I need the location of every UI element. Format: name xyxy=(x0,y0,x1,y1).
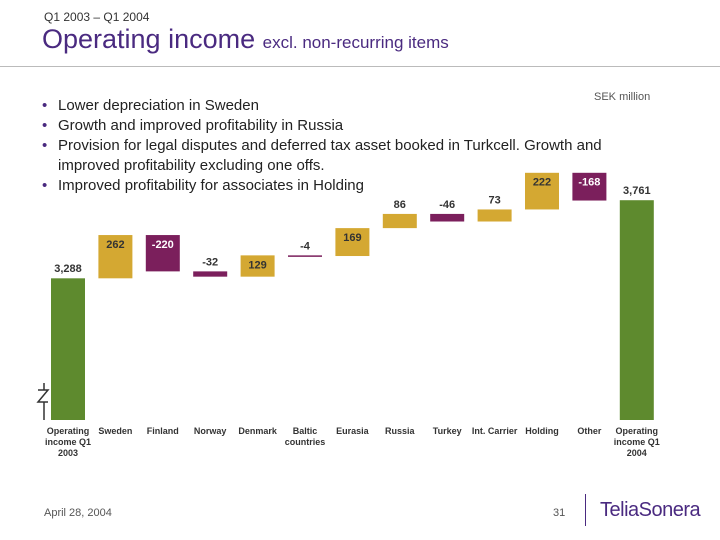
category-label: Int. Carrier xyxy=(471,426,518,436)
bullet: Lower depreciation in Sweden xyxy=(42,96,642,116)
bar xyxy=(51,278,85,420)
category-label: Sweden xyxy=(98,426,133,436)
category-label: Russia xyxy=(385,426,415,436)
page-number: 31 xyxy=(553,507,566,519)
bullet: Improved profitability for associates in… xyxy=(42,176,642,196)
subtitle: excl. non-recurring items xyxy=(262,33,449,52)
category-label: Baltic countries xyxy=(284,426,326,447)
category-label: Finland xyxy=(146,426,179,436)
value-label: 222 xyxy=(533,177,551,189)
footer-date: April 28, 2004 xyxy=(44,507,112,519)
bullet: Provision for legal disputes and deferre… xyxy=(42,136,642,176)
category-label: Eurasia xyxy=(336,426,369,436)
value-label: 262 xyxy=(106,239,124,251)
category-label: Turkey xyxy=(432,426,462,436)
title-main: Operating income xyxy=(42,24,256,54)
value-label: 129 xyxy=(248,259,266,271)
value-label: 3,761 xyxy=(623,185,651,197)
category-label: Holding xyxy=(525,426,559,436)
value-label: 86 xyxy=(394,199,406,211)
bar xyxy=(145,235,180,272)
bar xyxy=(98,235,133,279)
value-label: -4 xyxy=(300,240,311,252)
category-label: Other xyxy=(577,426,602,436)
bar xyxy=(335,228,370,257)
bar xyxy=(288,255,322,257)
value-label: -168 xyxy=(578,177,600,189)
value-label: 3,288 xyxy=(54,263,82,275)
title: Operating income excl. non-recurring ite… xyxy=(42,24,449,55)
bar xyxy=(193,271,228,277)
kicker: Q1 2003 – Q1 2004 xyxy=(44,10,150,24)
category-label: Denmark xyxy=(238,426,277,436)
bar xyxy=(240,255,275,277)
bar xyxy=(477,209,512,222)
value-label: -220 xyxy=(152,239,174,251)
bar xyxy=(430,213,465,222)
value-label: -46 xyxy=(439,199,455,211)
axis-break xyxy=(36,389,50,403)
bar xyxy=(572,172,607,201)
bar xyxy=(619,200,654,420)
value-label: -32 xyxy=(202,256,218,268)
bar xyxy=(525,172,559,210)
category-label: Norway xyxy=(193,426,227,436)
divider xyxy=(585,494,586,526)
rule xyxy=(0,66,720,67)
bullet: Growth and improved profitability in Rus… xyxy=(42,116,642,136)
value-label: 73 xyxy=(488,194,500,206)
bar xyxy=(382,213,417,229)
value-label: 169 xyxy=(343,232,361,244)
category-label: Operating income Q1 2003 xyxy=(44,426,91,458)
category-label: Operating income Q1 2004 xyxy=(613,426,660,458)
bullet-list: Lower depreciation in SwedenGrowth and i… xyxy=(42,96,642,196)
logo: TeliaSonera xyxy=(600,499,701,521)
